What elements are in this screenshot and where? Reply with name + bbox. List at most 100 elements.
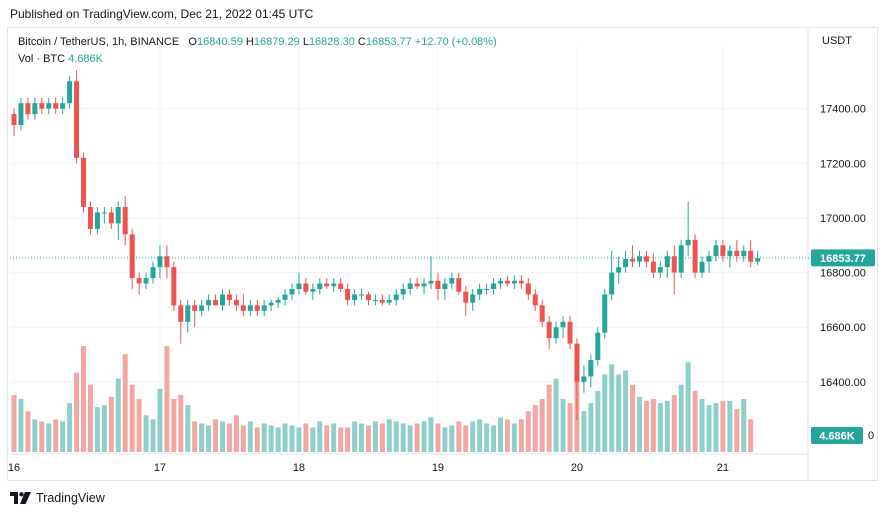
- candle: [365, 291, 371, 306]
- candle-body: [115, 207, 121, 224]
- volume-bar: [303, 423, 309, 452]
- candle-body: [532, 294, 538, 306]
- candle-body: [637, 256, 642, 262]
- low-label: L: [302, 36, 309, 48]
- candle: [491, 278, 497, 295]
- candle: [532, 288, 538, 311]
- candle-body: [53, 103, 59, 109]
- candle-body: [240, 305, 246, 311]
- candle: [692, 234, 698, 279]
- symbol-label[interactable]: Bitcoin / TetherUS, 1h, BINANCE: [18, 36, 180, 48]
- candle: [53, 97, 59, 115]
- candle-body: [581, 376, 587, 382]
- candle-body: [108, 212, 114, 224]
- volume-bar: [650, 399, 656, 452]
- candle-body: [338, 283, 344, 289]
- candle: [150, 261, 156, 284]
- candle-body: [11, 114, 17, 126]
- candle: [623, 250, 629, 273]
- open-label: O: [188, 36, 197, 48]
- volume-bar: [477, 419, 483, 452]
- candle-body: [713, 245, 719, 257]
- candle-body: [706, 256, 712, 262]
- time-tick-label: 20: [571, 462, 583, 474]
- volume-bar: [60, 421, 66, 452]
- candle-body: [553, 327, 559, 339]
- candle: [421, 278, 427, 295]
- candle-body: [414, 283, 420, 287]
- candle-body: [372, 299, 378, 301]
- candle-body: [136, 278, 142, 284]
- volume-bar: [199, 423, 205, 452]
- candle: [192, 299, 198, 328]
- volume-bar: [18, 399, 24, 452]
- candle: [87, 201, 93, 235]
- candle: [470, 288, 476, 311]
- candle-body: [560, 321, 566, 328]
- candle-body: [310, 288, 316, 292]
- price-tick-label: 17000.00: [820, 213, 866, 225]
- volume-bar: [484, 423, 490, 452]
- candle-body: [94, 212, 100, 229]
- volume-bar: [310, 427, 316, 452]
- candle: [310, 283, 316, 300]
- candle: [46, 97, 52, 115]
- volume-bar: [53, 419, 59, 452]
- volume-bar: [560, 399, 566, 452]
- volume-bar: [539, 399, 545, 452]
- volume-bar: [233, 415, 239, 452]
- volume-indicator-label[interactable]: Vol · BTC: [18, 53, 66, 65]
- volume-bar: [108, 396, 114, 452]
- candle-body: [477, 288, 483, 295]
- candle: [185, 299, 191, 333]
- volume-bar: [602, 374, 608, 452]
- volume-bar: [32, 419, 38, 452]
- candle-body: [178, 305, 184, 322]
- price-tick-label: 16800.00: [820, 268, 866, 280]
- candle: [317, 278, 323, 295]
- candle-body: [18, 103, 24, 126]
- candle-body: [428, 280, 434, 284]
- candle-body: [748, 250, 754, 262]
- volume-bar: [164, 346, 170, 452]
- price-unit-label: USDT: [822, 35, 852, 47]
- volume-bar: [143, 415, 149, 452]
- candle-body: [296, 283, 302, 289]
- candle: [11, 108, 17, 136]
- candle-body: [470, 294, 476, 303]
- candle-body: [567, 321, 573, 344]
- candle: [379, 294, 385, 306]
- volume-bar: [94, 407, 100, 452]
- volume-bar: [491, 425, 497, 452]
- candle-body: [317, 283, 323, 289]
- candle: [581, 365, 587, 393]
- candle-body: [643, 256, 649, 262]
- candle-body: [518, 280, 524, 284]
- volume-bar: [352, 421, 358, 452]
- candle-body: [324, 283, 330, 287]
- candle: [254, 299, 260, 317]
- volume-bar: [372, 421, 378, 452]
- candle: [81, 152, 86, 213]
- candle: [386, 294, 392, 306]
- candle-body: [435, 280, 441, 289]
- volume-bar: [428, 417, 434, 452]
- volume-bar: [101, 405, 107, 452]
- candle-body: [650, 261, 656, 273]
- volume-bar: [511, 423, 517, 452]
- tradingview-brand[interactable]: TradingView: [10, 491, 105, 505]
- candle-body: [74, 81, 80, 158]
- candle: [741, 245, 747, 262]
- candle: [213, 294, 219, 306]
- candle-body: [588, 360, 594, 377]
- candle: [393, 288, 399, 306]
- candle-body: [150, 267, 156, 279]
- volume-bar: [226, 423, 232, 452]
- candle: [157, 245, 163, 279]
- candle-body: [365, 294, 371, 300]
- volume-bar: [289, 425, 295, 452]
- candle: [546, 316, 552, 350]
- candle-body: [449, 278, 455, 284]
- candle: [240, 294, 246, 317]
